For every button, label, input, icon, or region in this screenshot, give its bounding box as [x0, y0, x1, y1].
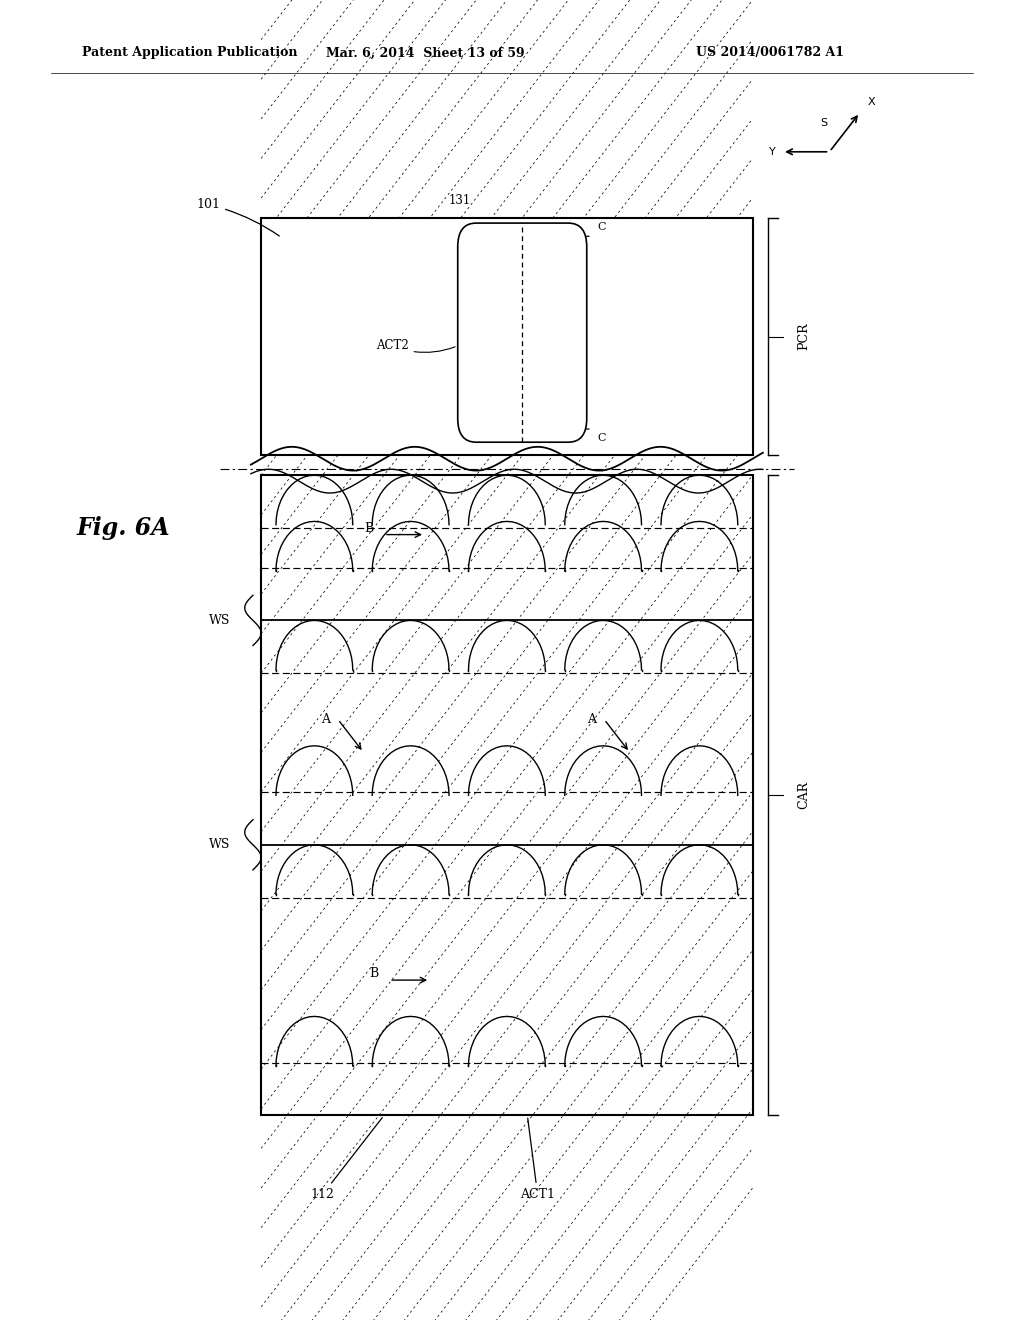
- Text: ACT1: ACT1: [520, 1118, 555, 1201]
- Text: Mar. 6, 2014  Sheet 13 of 59: Mar. 6, 2014 Sheet 13 of 59: [326, 46, 524, 59]
- Text: 112: 112: [310, 1118, 382, 1201]
- Text: S: S: [820, 117, 827, 128]
- Text: A: A: [321, 713, 330, 726]
- FancyBboxPatch shape: [458, 223, 587, 442]
- Text: US 2014/0061782 A1: US 2014/0061782 A1: [696, 46, 845, 59]
- Bar: [261, 475, 753, 1115]
- Text: C: C: [597, 222, 605, 232]
- Text: Y: Y: [769, 147, 776, 157]
- Text: WS: WS: [209, 838, 230, 851]
- Bar: [261, 218, 753, 455]
- Text: PCR: PCR: [798, 323, 810, 350]
- Text: B: B: [370, 968, 379, 979]
- Text: B: B: [365, 521, 374, 535]
- Text: C: C: [597, 433, 605, 444]
- Text: Fig. 6A: Fig. 6A: [77, 516, 170, 540]
- Text: 101: 101: [197, 198, 280, 236]
- Text: A: A: [587, 713, 596, 726]
- Text: WS: WS: [209, 614, 230, 627]
- Text: CAR: CAR: [798, 781, 810, 809]
- Text: 131: 131: [449, 194, 471, 207]
- Text: X: X: [868, 98, 876, 107]
- Text: ACT2: ACT2: [376, 339, 455, 352]
- Text: Patent Application Publication: Patent Application Publication: [82, 46, 297, 59]
